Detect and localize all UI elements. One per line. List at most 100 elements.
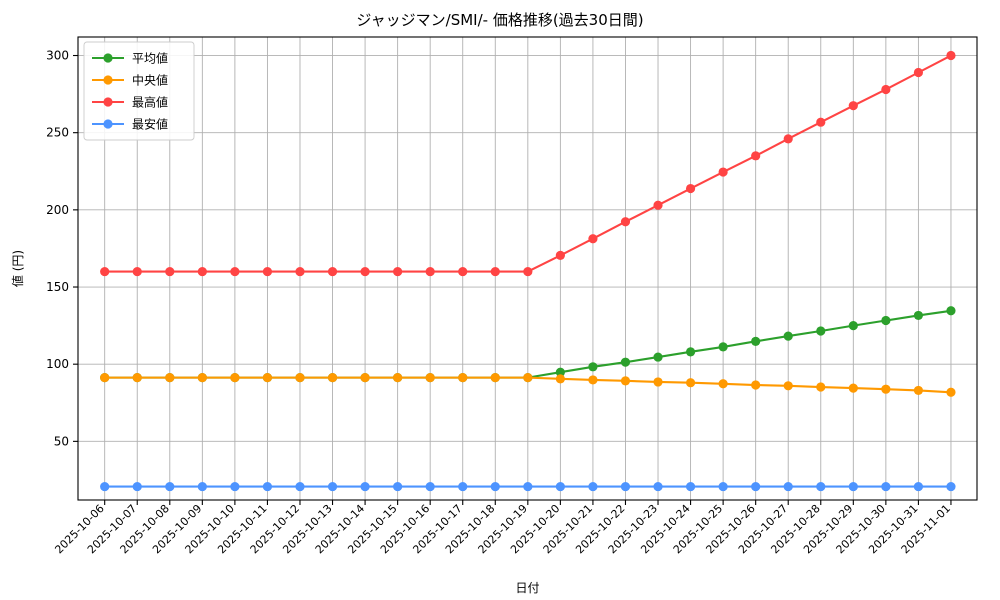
data-point (132, 266, 142, 277)
data-point (458, 481, 468, 492)
data-point (588, 481, 598, 492)
legend-item-4[interactable]: 最安値 (92, 117, 168, 132)
data-point (946, 387, 956, 397)
legend-label: 平均値 (132, 51, 168, 66)
data-point (100, 266, 110, 277)
series-3 (100, 50, 956, 277)
data-point (751, 336, 761, 346)
legend-swatch-marker (103, 53, 113, 63)
data-point (262, 373, 273, 383)
data-point (327, 481, 338, 492)
data-point (913, 385, 924, 396)
data-point (685, 378, 696, 388)
data-point (751, 481, 761, 492)
data-point (360, 266, 370, 277)
data-point (327, 373, 338, 383)
data-point (165, 266, 175, 277)
legend-swatch-marker (103, 97, 113, 107)
data-point (165, 481, 175, 492)
data-point (230, 373, 240, 383)
data-series-layer (100, 50, 956, 492)
data-point (490, 266, 500, 277)
series-2 (100, 373, 956, 397)
data-point (783, 381, 793, 391)
data-point (718, 167, 728, 177)
data-point (555, 481, 565, 492)
data-point (685, 183, 696, 194)
data-point (523, 266, 533, 277)
data-point (360, 373, 370, 383)
y-axis-label: 値 (円) (10, 250, 25, 287)
data-point (718, 481, 728, 492)
data-point (100, 481, 110, 492)
data-point (555, 374, 565, 384)
data-point (881, 384, 891, 394)
data-point (230, 481, 240, 492)
data-point (881, 315, 891, 326)
data-point (913, 67, 924, 78)
data-point (946, 481, 956, 492)
data-point (555, 367, 565, 377)
data-point (458, 266, 468, 277)
data-point (816, 326, 826, 336)
chart-title: ジャッジマン/SMI/- 価格推移(過去30日間) (356, 11, 643, 29)
legend-label: 中央値 (132, 73, 168, 88)
data-point (751, 151, 761, 161)
data-point (393, 373, 403, 383)
legend-label: 最高値 (132, 95, 168, 110)
data-point (685, 481, 696, 492)
data-point (848, 321, 858, 331)
data-point (816, 481, 826, 492)
data-point (425, 481, 435, 492)
data-point (327, 266, 338, 277)
legend-item-2[interactable]: 中央値 (92, 73, 168, 88)
x-axis-label: 日付 (515, 581, 539, 595)
data-point (458, 373, 468, 383)
data-point (295, 373, 305, 383)
y-tick-label: 50 (54, 434, 69, 448)
data-point (295, 481, 305, 492)
data-point (620, 376, 631, 386)
data-point (881, 481, 891, 492)
series-4 (100, 481, 956, 492)
data-point (751, 380, 761, 390)
data-point (653, 352, 663, 362)
data-point (783, 481, 793, 492)
legend-swatch-marker (103, 75, 113, 85)
y-tick-label: 200 (46, 203, 69, 217)
data-point (490, 481, 500, 492)
legend-item-3[interactable]: 最高値 (92, 95, 168, 110)
data-point (913, 481, 924, 492)
data-point (653, 200, 663, 210)
legend-background (83, 41, 195, 141)
data-point (881, 84, 891, 95)
data-point (197, 373, 207, 383)
legend-item-1[interactable]: 平均値 (92, 51, 168, 66)
data-point (295, 266, 305, 277)
data-point (262, 481, 273, 492)
data-point (588, 375, 598, 385)
data-point (425, 266, 435, 277)
data-point (230, 266, 240, 277)
data-point (620, 481, 631, 492)
data-point (848, 383, 858, 393)
data-point (816, 382, 826, 392)
data-point (132, 373, 142, 383)
data-point (783, 134, 793, 144)
y-tick-label: 100 (46, 357, 69, 371)
data-point (816, 117, 826, 127)
data-point (197, 481, 207, 492)
data-point (588, 234, 598, 244)
data-point (718, 342, 728, 352)
data-point (848, 481, 858, 492)
legend-swatch-marker (103, 119, 113, 129)
data-point (718, 379, 728, 389)
data-point (783, 331, 793, 341)
data-point (132, 481, 142, 492)
data-point (946, 306, 956, 316)
data-point (523, 373, 533, 383)
data-point (913, 310, 924, 321)
data-point (620, 357, 631, 367)
